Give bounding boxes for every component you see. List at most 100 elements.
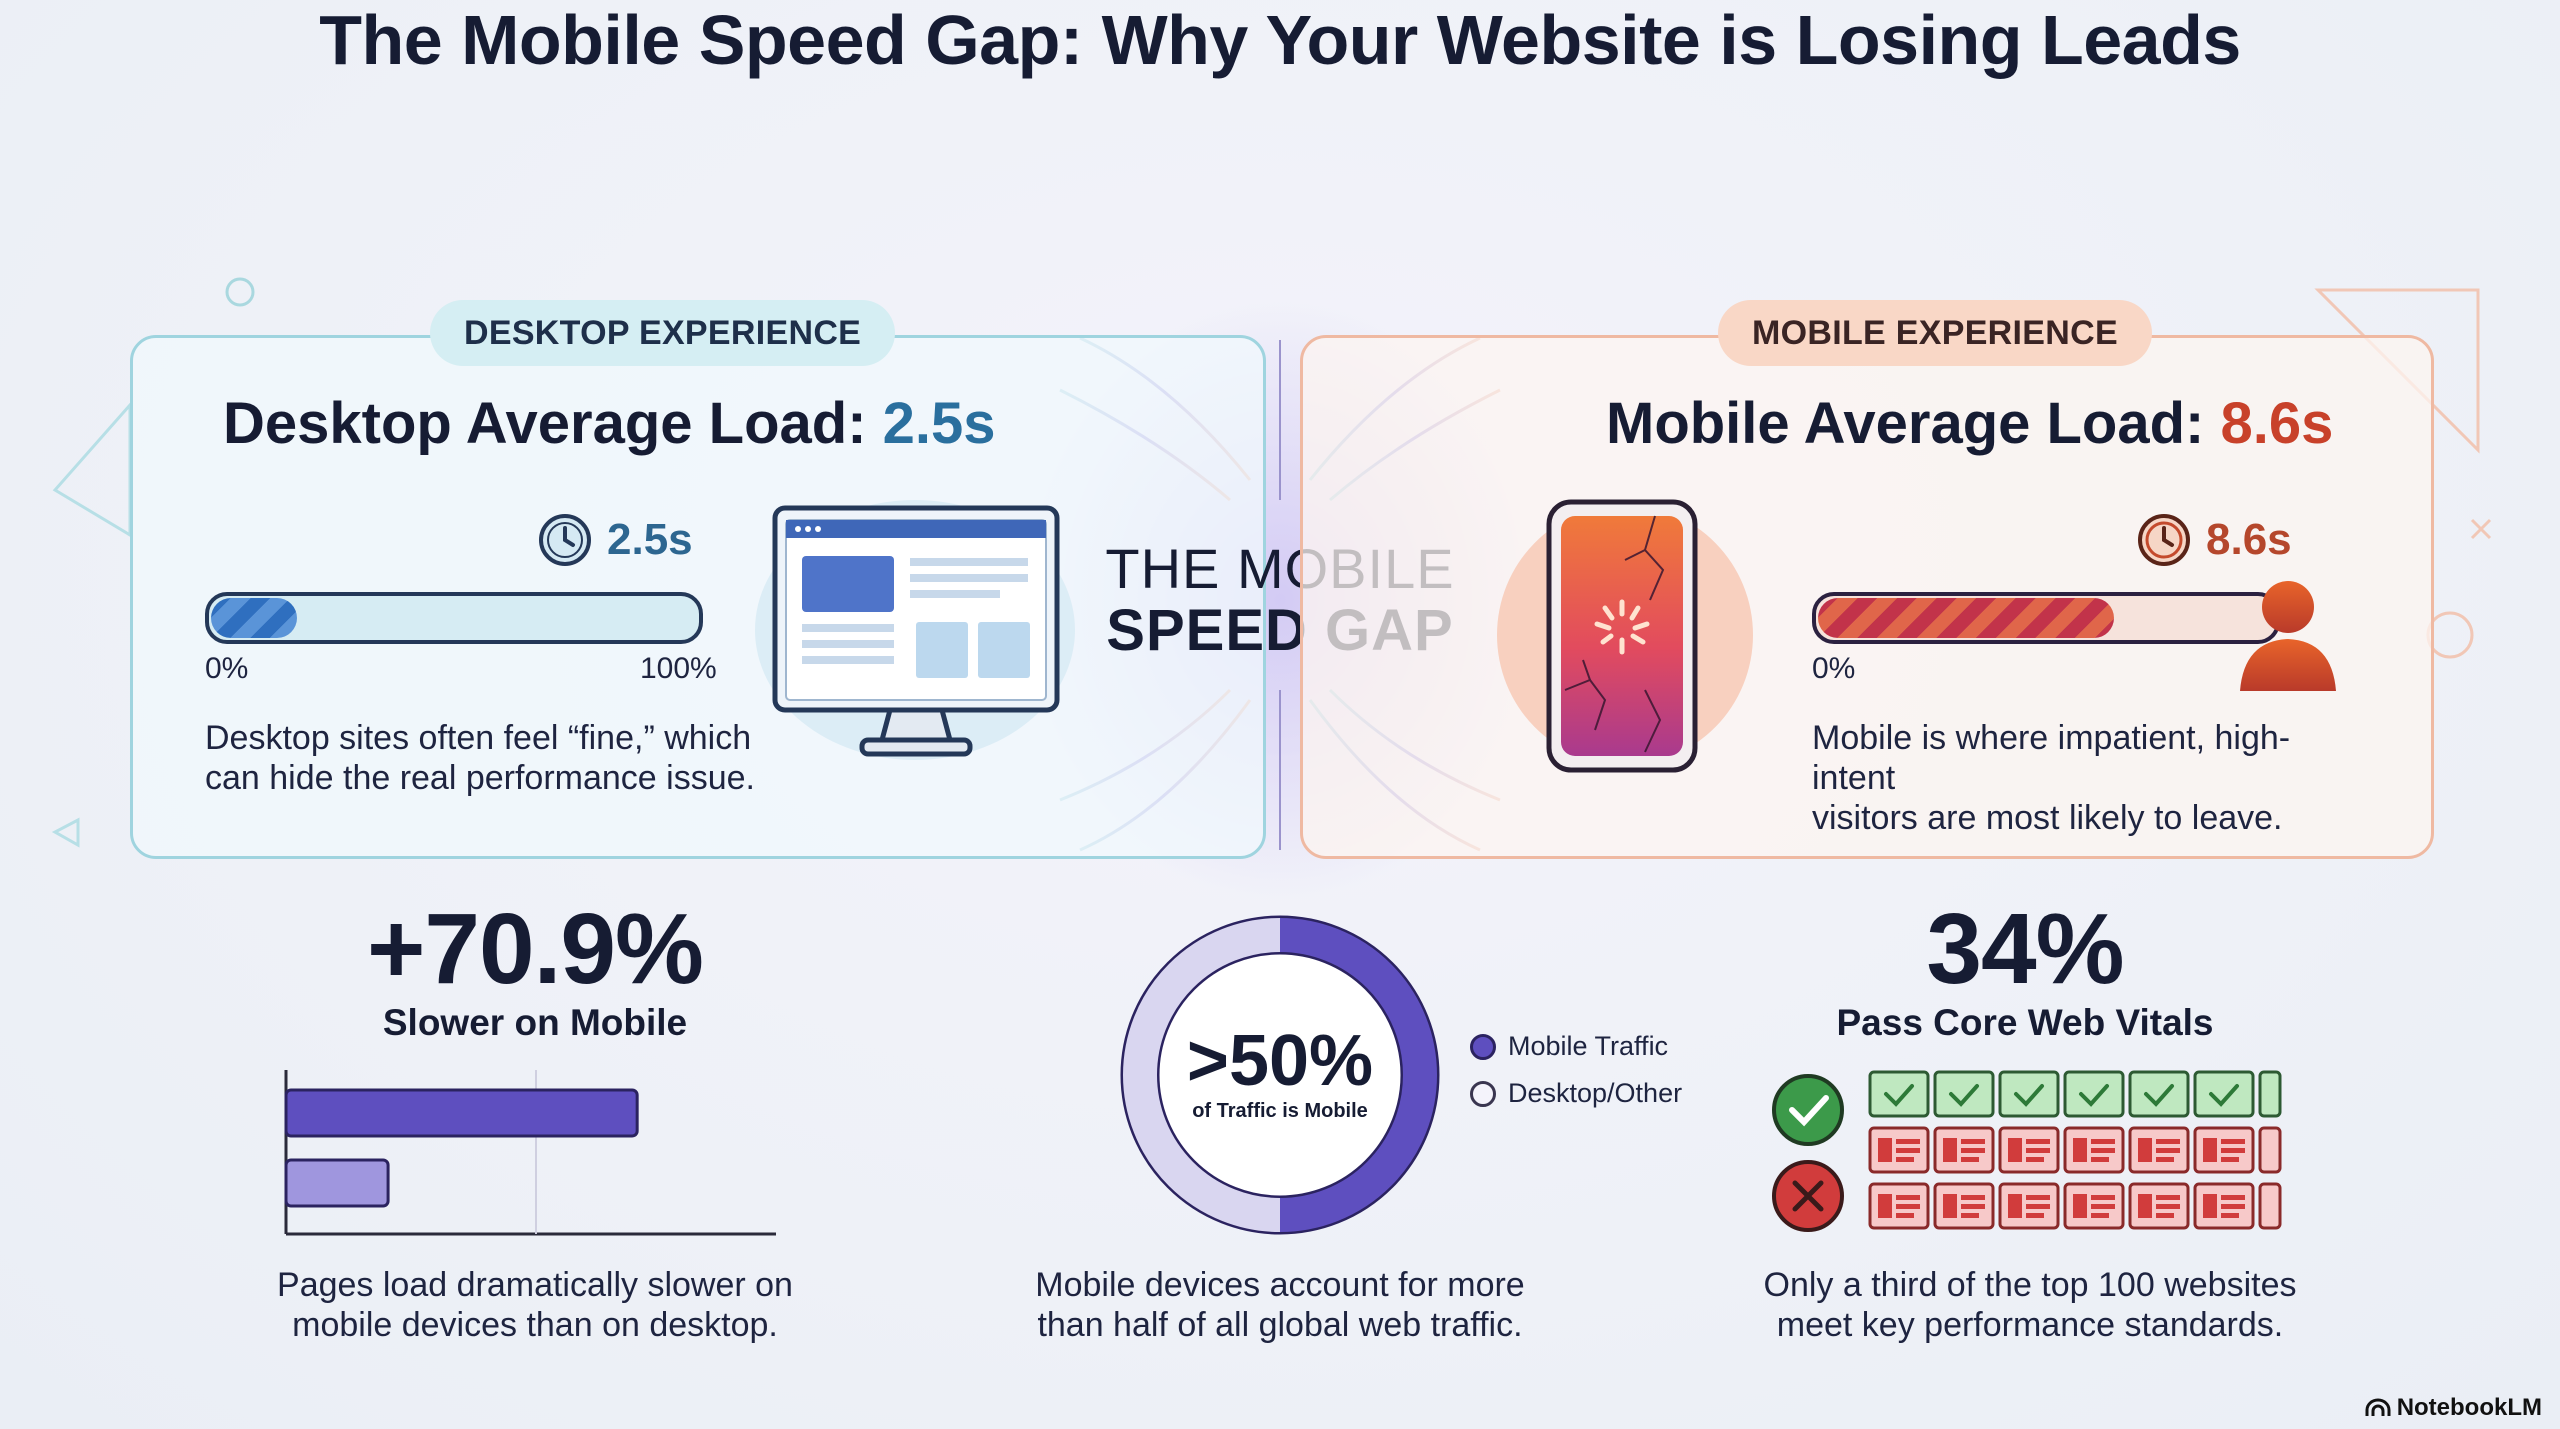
- desktop-monitor-illustration: [755, 500, 1075, 760]
- fail-site-block: [2008, 1138, 2022, 1162]
- pass-site-cell: [1868, 1070, 1930, 1118]
- fail-site-line: [2221, 1204, 2245, 1209]
- user-leaving-icon: [2240, 581, 2336, 691]
- fail-site-cell: [2258, 1182, 2282, 1230]
- legend-mobile-traffic: Mobile Traffic: [1470, 1031, 1668, 1062]
- desktop-average-load-heading: Desktop Average Load: 2.5s: [223, 390, 996, 457]
- vitals-stat-label: Pass Core Web Vitals: [1836, 1002, 2214, 1043]
- fail-site-line: [1896, 1148, 1920, 1153]
- fail-site-block: [1943, 1138, 1957, 1162]
- pass-site-check: [1949, 1084, 1979, 1107]
- traffic-description-line: than half of all global web traffic.: [1037, 1306, 1523, 1344]
- mobile-progress-fill: [1818, 598, 2114, 638]
- donut-slice-desktop-other: [1123, 918, 1281, 1232]
- cracked-phone-illustration: [1497, 499, 1753, 773]
- pass-site-cell: [1933, 1070, 1995, 1118]
- desktop-timer-value: 2.5s: [607, 515, 693, 564]
- pass-site-check: [2014, 1084, 2044, 1107]
- traffic-stat-value: >50%: [1186, 1021, 1374, 1101]
- fail-site-line: [2091, 1204, 2115, 1209]
- donut-outer-ring: [1120, 915, 1440, 1235]
- slower-bar-chart: [284, 1070, 776, 1236]
- legend-desktop-other: Desktop/Other: [1470, 1078, 1682, 1109]
- fail-site-line: [2091, 1213, 2109, 1218]
- donut-inner-ring: [1156, 951, 1404, 1199]
- fail-site-line: [2156, 1213, 2174, 1218]
- vitals-description-line: meet key performance standards.: [1776, 1306, 2284, 1344]
- desktop-bar-max-label: 100%: [640, 652, 717, 685]
- fail-site-block: [1943, 1194, 1957, 1218]
- pass-site-cell: [2258, 1070, 2282, 1118]
- vitals-stat-value: 34%: [1926, 893, 2124, 1005]
- mobile-average-load-heading: Mobile Average Load: 8.6s: [1606, 390, 2333, 457]
- fail-site-block: [2203, 1194, 2217, 1218]
- mobile-description-line: Mobile is where impatient, high-intent: [1812, 719, 2291, 797]
- fail-site-line: [2026, 1213, 2044, 1218]
- vitals-stat-description: Only a third of the top 100 websites mee…: [1720, 1265, 2340, 1345]
- slower-stat-description: Pages load dramatically slower on mobile…: [230, 1265, 840, 1345]
- pass-check-icon: [1772, 1074, 1844, 1146]
- pass-site-cell: [2193, 1070, 2255, 1118]
- fail-site-line: [2221, 1195, 2245, 1200]
- fail-site-line: [2026, 1139, 2050, 1144]
- brand-label: NotebookLM: [2396, 1394, 2542, 1421]
- fail-site-line: [2091, 1157, 2109, 1162]
- fail-site-line: [1896, 1195, 1920, 1200]
- desktop-progress-fill: [211, 598, 297, 638]
- fail-site-line: [1961, 1139, 1985, 1144]
- fail-site-line: [2026, 1157, 2044, 1162]
- fail-site-line: [2156, 1204, 2180, 1209]
- fail-site-line: [2221, 1213, 2239, 1218]
- legend-desktop-label: Desktop/Other: [1508, 1078, 1683, 1108]
- desktop-bar-min-label: 0%: [205, 652, 249, 685]
- fail-site-cell: [2258, 1126, 2282, 1174]
- fail-site-line: [2026, 1148, 2050, 1153]
- fail-site-block: [1878, 1138, 1892, 1162]
- fail-site-line: [1896, 1213, 1914, 1218]
- fail-site-block: [2073, 1194, 2087, 1218]
- clock-icon: [539, 514, 591, 566]
- slower-stat-label: Slower on Mobile: [382, 1002, 688, 1043]
- legend-swatch-mobile: [1470, 1033, 1496, 1060]
- fail-site-line: [2221, 1139, 2245, 1144]
- fail-site-line: [2026, 1195, 2050, 1200]
- pass-site-check: [2209, 1084, 2239, 1107]
- desktop-experience-badge: DESKTOP EXPERIENCE: [430, 300, 896, 366]
- fail-site-line: [1961, 1213, 1979, 1218]
- vitals-description-line: Only a third of the top 100 websites: [1763, 1266, 2297, 1304]
- fail-x-mark: [1792, 1180, 1824, 1212]
- clock-icon: [2138, 514, 2190, 566]
- desktop-description-line: Desktop sites often feel “fine,” which: [205, 719, 752, 757]
- slower-description-line: Pages load dramatically slower on: [277, 1266, 793, 1304]
- fail-site-line: [1961, 1148, 1985, 1153]
- mobile-description: Mobile is where impatient, high-intent v…: [1812, 718, 2372, 838]
- fail-site-line: [1961, 1204, 1985, 1209]
- desktop-description: Desktop sites often feel “fine,” which c…: [205, 718, 765, 798]
- notebooklm-logo-icon: [2365, 1398, 2391, 1416]
- traffic-stat-description: Mobile devices account for more than hal…: [960, 1265, 1600, 1345]
- vitals-pass-fail-grid: [1772, 1070, 2282, 1232]
- bar-mobile: [284, 1088, 639, 1138]
- fail-site-line: [1896, 1157, 1914, 1162]
- pass-site-cell: [2063, 1070, 2125, 1118]
- fail-site-block: [2008, 1194, 2022, 1218]
- legend-swatch-desktop: [1470, 1080, 1496, 1107]
- desktop-description-line: can hide the real performance issue.: [205, 759, 755, 797]
- legend-mobile-label: Mobile Traffic: [1508, 1031, 1669, 1061]
- mobile-heading-value: 8.6s: [2220, 391, 2334, 456]
- desktop-heading-value: 2.5s: [882, 391, 996, 456]
- fail-site-line: [1896, 1204, 1920, 1209]
- fail-site-block: [2138, 1138, 2152, 1162]
- fail-site-line: [2091, 1148, 2115, 1153]
- fail-site-line: [1896, 1139, 1920, 1144]
- bar-desktop: [284, 1158, 390, 1208]
- fail-site-line: [2156, 1157, 2174, 1162]
- fail-site-block: [2138, 1194, 2152, 1218]
- mobile-timer-value: 8.6s: [2206, 515, 2292, 564]
- mobile-bar-min-label: 0%: [1812, 652, 1856, 685]
- fail-site-line: [2221, 1157, 2239, 1162]
- desktop-heading-label: Desktop Average Load:: [223, 391, 883, 456]
- donut-slice-mobile-traffic: [1279, 918, 1437, 1232]
- fail-site-line: [2156, 1148, 2180, 1153]
- pass-site-check: [2144, 1084, 2174, 1107]
